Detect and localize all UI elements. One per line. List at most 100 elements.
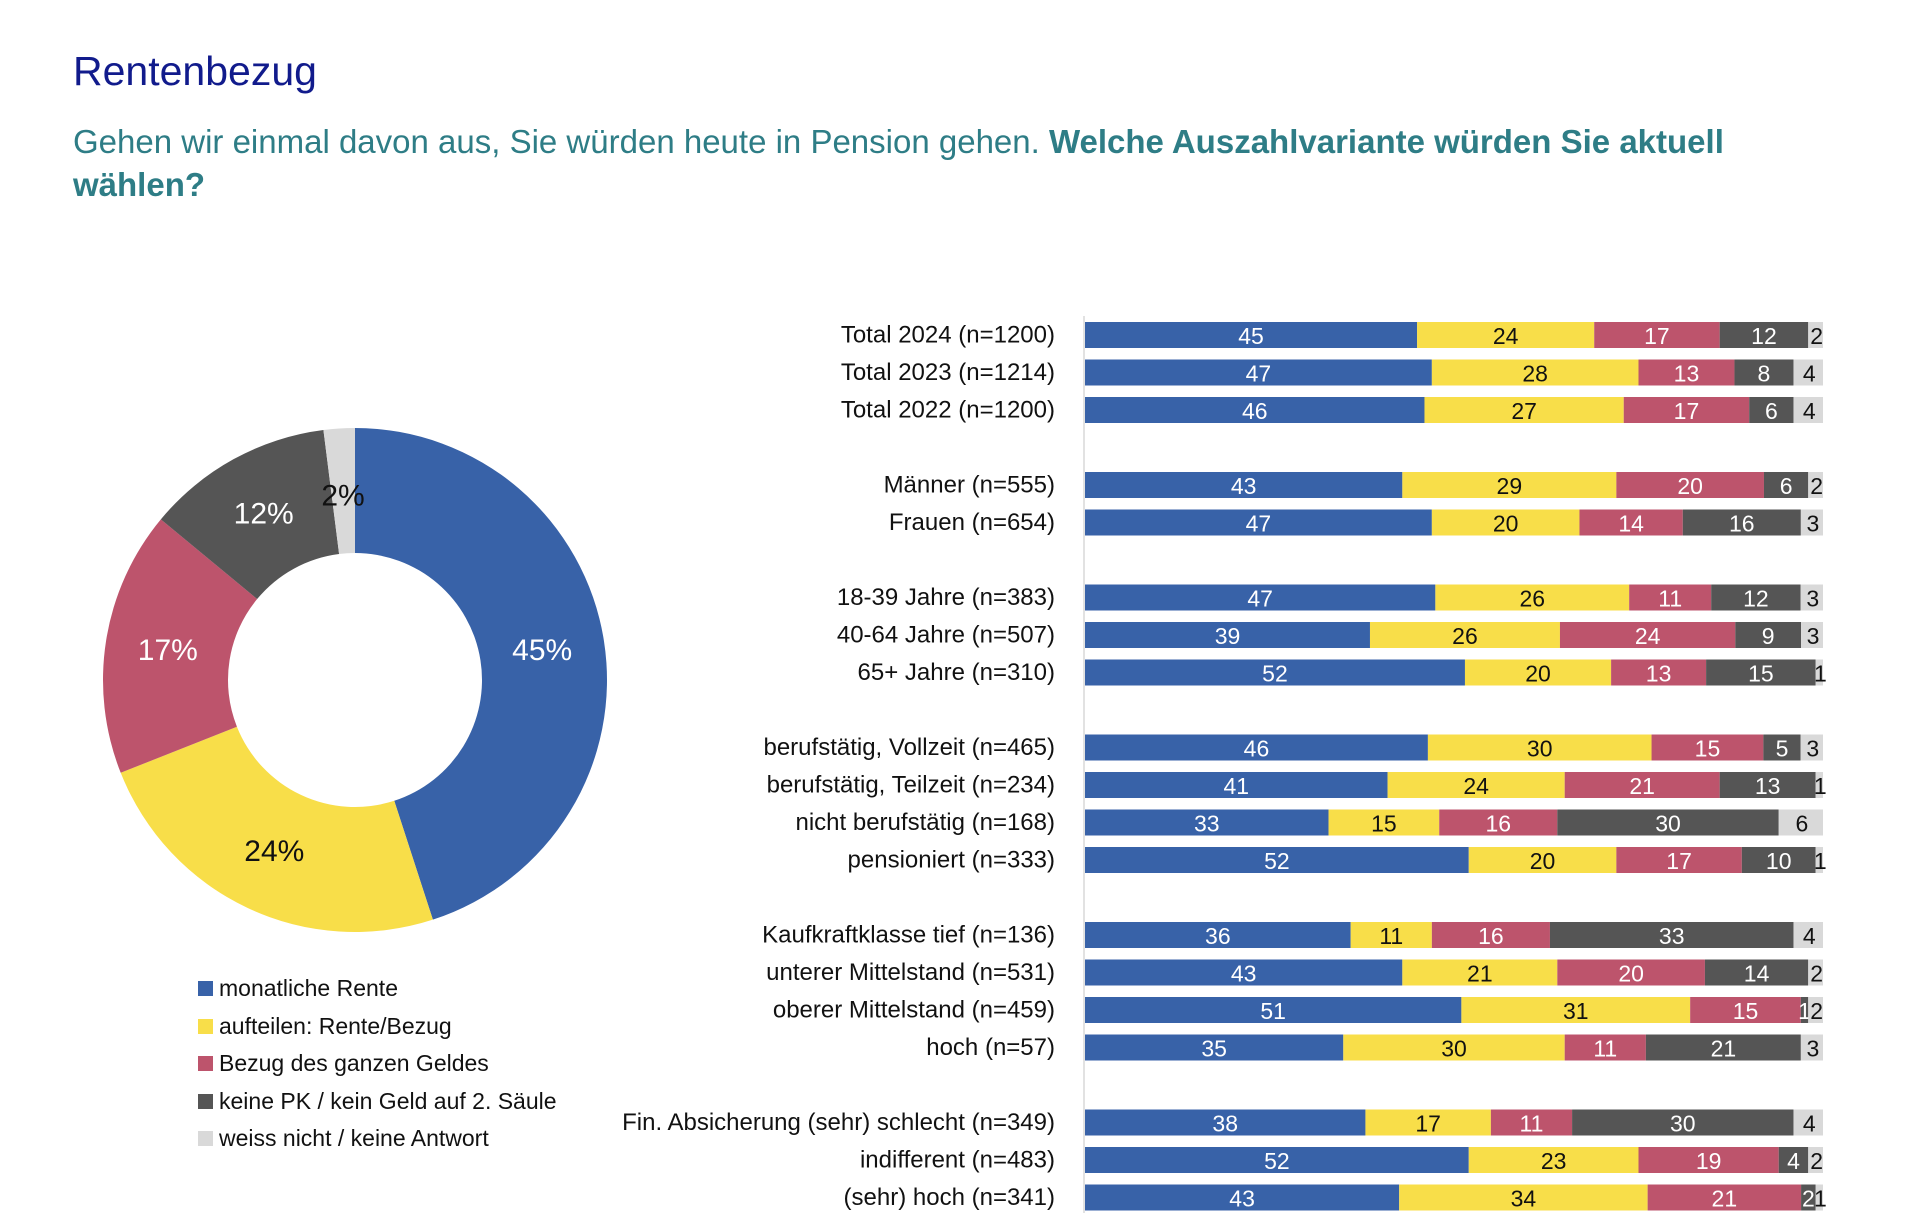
bar-value-label: 33 <box>1659 923 1685 949</box>
bar-value-label: 13 <box>1646 661 1672 687</box>
bar-segment <box>1719 772 1816 798</box>
bar-segment <box>1778 1147 1809 1173</box>
bar-value-label: 11 <box>1379 923 1403 949</box>
bar-value-label: 9 <box>1762 623 1775 649</box>
bar-value-label: 28 <box>1522 361 1548 387</box>
bar-segment <box>1427 734 1652 761</box>
bar-value-label: 24 <box>1463 773 1489 799</box>
bar-segment <box>1651 734 1764 761</box>
row-label: unterer Mittelstand (n=531) <box>766 959 1055 986</box>
bar-segment <box>1435 584 1630 611</box>
bar-segment <box>1579 509 1683 536</box>
bar-segment <box>1085 959 1403 986</box>
bar-segment <box>1711 584 1801 611</box>
bar-segment <box>1085 809 1329 836</box>
row-label: pensioniert (n=333) <box>848 847 1055 874</box>
bar-value-label: 30 <box>1670 1111 1696 1137</box>
row-label: Kaufkraftklasse tief (n=136) <box>762 922 1055 949</box>
bar-segment <box>1085 1147 1469 1173</box>
bar-value-label: 15 <box>1371 811 1397 837</box>
bar-value-label: 20 <box>1618 961 1644 987</box>
bar-segment <box>1778 809 1823 836</box>
bar-value-label: 24 <box>1493 323 1519 349</box>
bar-segment <box>1594 322 1720 348</box>
donut-label-weiss-nicht: 2% <box>321 480 364 513</box>
bar-value-label: 16 <box>1478 923 1504 949</box>
bar-segment <box>1085 922 1351 948</box>
bar-value-label: 4 <box>1803 923 1816 949</box>
bar-value-label: 20 <box>1530 848 1556 874</box>
bar-segment <box>1549 922 1794 948</box>
bar-segment <box>1085 1184 1400 1211</box>
bar-segment <box>1638 359 1735 386</box>
bar-segment <box>1638 1147 1779 1173</box>
bar-value-label: 5 <box>1776 736 1789 762</box>
bar-value-label: 38 <box>1212 1111 1238 1137</box>
bar-segment <box>1085 1109 1366 1136</box>
bar-segment <box>1749 397 1794 423</box>
bar-value-label: 10 <box>1766 848 1792 874</box>
bar-segment <box>1704 959 1809 986</box>
bar-value-label: 21 <box>1467 961 1493 987</box>
donut-slice-monatliche-rente <box>355 428 608 920</box>
bar-segment <box>1431 922 1550 948</box>
bar-value-label: 11 <box>1593 1036 1617 1062</box>
bar-value-label: 21 <box>1629 773 1655 799</box>
donut-label-bezug-ganzes-geld: 17% <box>138 634 198 667</box>
bar-value-label: 2 <box>1810 1148 1823 1174</box>
bar-value-label: 30 <box>1655 811 1681 837</box>
bar-segment <box>1402 959 1558 986</box>
bar-value-label: 4 <box>1787 1148 1800 1174</box>
bar-segment <box>1464 659 1612 686</box>
bar-value-label: 6 <box>1780 473 1793 499</box>
legend-label-monatliche-rente: monatliche Rente <box>219 975 398 1002</box>
bar-value-label: 20 <box>1525 661 1551 687</box>
bar-value-label: 4 <box>1803 361 1816 387</box>
bar-segment <box>1735 622 1802 648</box>
bar-value-label: 46 <box>1242 398 1268 424</box>
bar-segment <box>1808 1147 1823 1173</box>
bar-segment <box>1085 734 1428 761</box>
bar-segment <box>1431 509 1580 536</box>
bar-value-label: 2 <box>1802 1186 1815 1212</box>
bar-segment <box>1734 359 1794 386</box>
row-label: Männer (n=555) <box>884 472 1055 499</box>
donut-slice-keine-pk <box>160 429 340 600</box>
bar-segment <box>1808 472 1823 498</box>
bar-segment <box>1343 1034 1565 1061</box>
bar-value-label: 31 <box>1563 998 1589 1024</box>
legend-label-aufteilen: aufteilen: Rente/Bezug <box>219 1012 452 1039</box>
bar-value-label: 47 <box>1247 586 1273 612</box>
bar-segment <box>1085 397 1425 423</box>
bar-value-label: 2 <box>1810 998 1823 1024</box>
bar-value-label: 52 <box>1264 848 1290 874</box>
bar-value-label: 51 <box>1260 998 1286 1024</box>
bar-value-label: 17 <box>1415 1111 1441 1137</box>
bar-segment <box>1328 809 1440 836</box>
bar-value-label: 27 <box>1511 398 1537 424</box>
bar-value-label: 19 <box>1696 1148 1722 1174</box>
bar-value-label: 30 <box>1527 736 1553 762</box>
bar-segment <box>1793 359 1823 386</box>
bar-segment <box>1815 847 1823 873</box>
bar-segment <box>1800 997 1809 1023</box>
legend-label-weiss-nicht: weiss nicht / keine Antwort <box>219 1125 489 1152</box>
bar-value-label: 26 <box>1519 586 1545 612</box>
legend-item-weiss-nicht: weiss nicht / keine Antwort <box>198 1120 557 1158</box>
bar-segment <box>1557 809 1779 836</box>
bar-segment <box>1369 622 1560 648</box>
bar-value-label: 13 <box>1674 361 1700 387</box>
bar-value-label: 2 <box>1810 323 1823 349</box>
bar-segment <box>1468 1147 1639 1173</box>
bar-segment <box>1623 397 1750 423</box>
bar-segment <box>1800 1034 1823 1061</box>
donut-chart: 45% 24% 17% 12% 2% <box>102 428 608 932</box>
bar-segment <box>1365 1109 1491 1136</box>
bar-segment <box>1629 584 1712 611</box>
bar-segment <box>1564 1034 1646 1061</box>
donut-label-monatliche-rente: 45% <box>512 634 572 667</box>
chart-title: Rentenbezug <box>73 48 317 94</box>
bar-segment <box>1815 1184 1823 1211</box>
bar-segment <box>1763 472 1809 498</box>
bar-value-label: 8 <box>1758 361 1771 387</box>
